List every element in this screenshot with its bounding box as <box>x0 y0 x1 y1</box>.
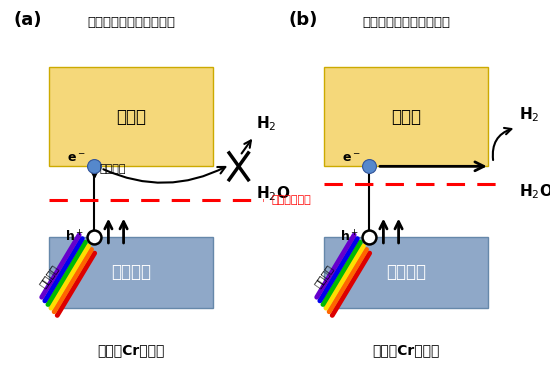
Text: H$_2$: H$_2$ <box>256 114 277 133</box>
Text: h$^+$: h$^+$ <box>65 229 84 245</box>
Text: h$^+$: h$^+$ <box>340 229 359 245</box>
Text: フェルミ準位が高い場合: フェルミ準位が高い場合 <box>362 16 450 29</box>
Text: H$_2$: H$_2$ <box>519 105 540 124</box>
Text: e$^-$: e$^-$ <box>342 152 361 164</box>
Text: (b): (b) <box>289 11 318 29</box>
Text: 電子捕獲: 電子捕獲 <box>99 164 125 174</box>
Text: 価電子帯: 価電子帯 <box>386 263 426 281</box>
Bar <box>49 67 213 166</box>
Bar <box>324 67 488 166</box>
Text: フェルミ準位が低い場合: フェルミ準位が低い場合 <box>87 16 175 29</box>
Text: (a): (a) <box>14 11 42 29</box>
Text: 価電子帯: 価電子帯 <box>111 263 151 281</box>
Text: 高価数Crが安定: 高価数Crが安定 <box>97 343 165 357</box>
Text: 伝導帯: 伝導帯 <box>391 108 421 126</box>
Text: e$^-$: e$^-$ <box>67 152 86 164</box>
Text: フェルミ準位: フェルミ準位 <box>272 195 311 205</box>
Text: H$_2$O: H$_2$O <box>519 182 550 201</box>
Bar <box>49 237 213 308</box>
Text: H$_2$O: H$_2$O <box>256 184 291 203</box>
Text: 低価数Crが安定: 低価数Crが安定 <box>372 343 440 357</box>
Text: 可視光線: 可視光線 <box>37 263 60 289</box>
Text: 伝導帯: 伝導帯 <box>116 108 146 126</box>
Text: 可視光線: 可視光線 <box>312 263 335 289</box>
Bar <box>324 237 488 308</box>
